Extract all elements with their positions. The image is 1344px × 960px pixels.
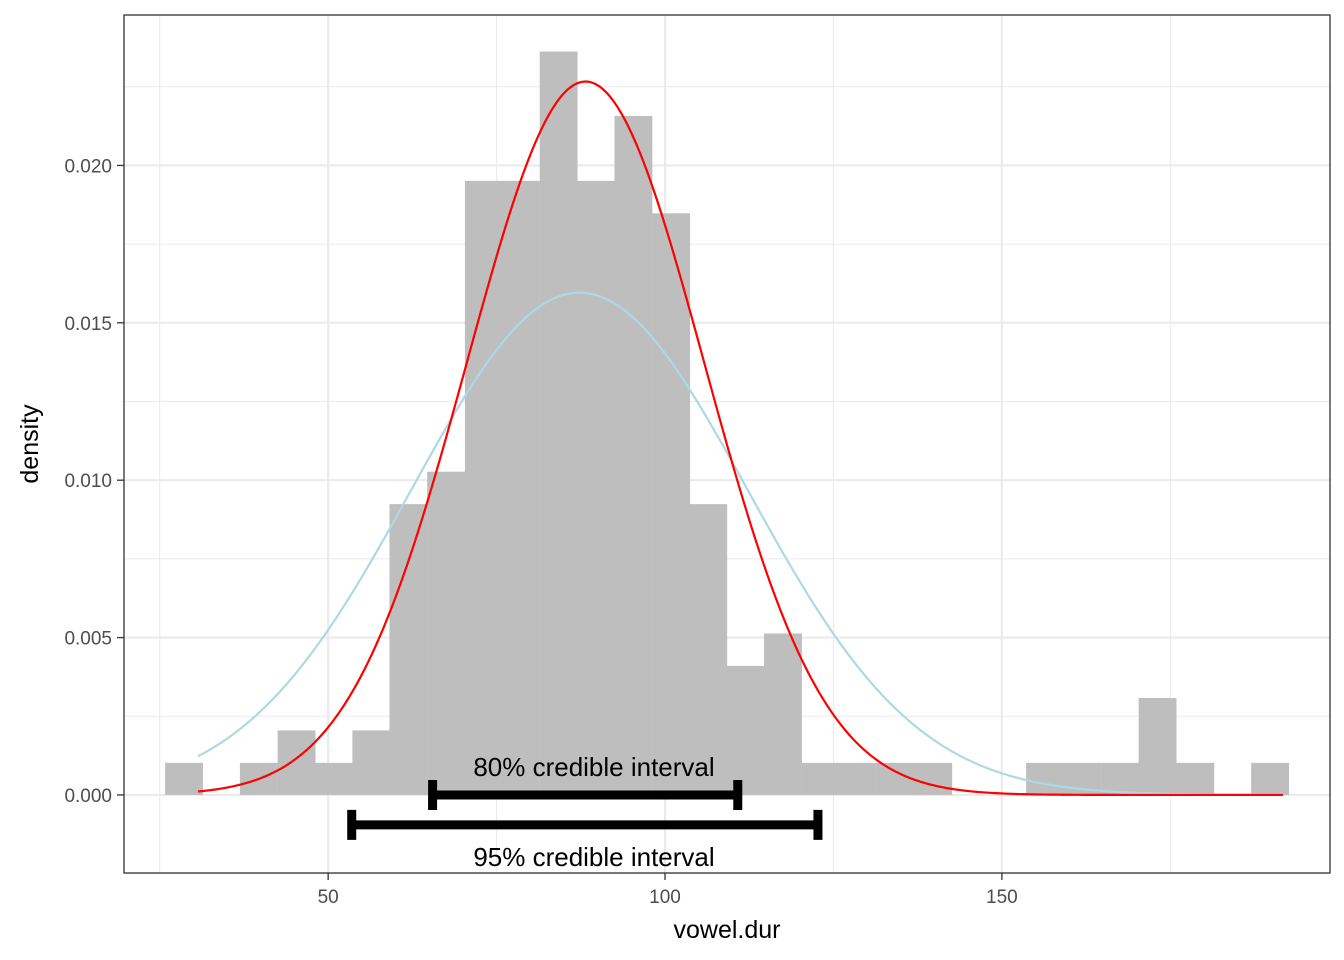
density-curve xyxy=(197,291,1283,796)
histogram-bars xyxy=(165,51,1290,795)
histogram-bar xyxy=(352,730,391,795)
histogram-bar xyxy=(764,633,802,795)
density-curves xyxy=(197,80,1283,797)
histogram-bar xyxy=(576,180,615,795)
y-axis-title: density xyxy=(16,404,44,484)
x-axis-title: vowel.dur xyxy=(674,916,781,944)
histogram-bar xyxy=(838,762,877,795)
y-tick-label: 0.005 xyxy=(64,629,112,650)
credible-intervals: 80% credible interval 95% credible interv… xyxy=(347,752,823,872)
histogram-bar xyxy=(1251,762,1290,795)
histogram-bar xyxy=(539,51,578,795)
y-tick-label: 0.000 xyxy=(64,786,112,807)
density-curve xyxy=(198,80,1283,797)
histogram-bar xyxy=(464,180,503,795)
histogram-bar xyxy=(914,762,953,795)
histogram-bar xyxy=(801,762,840,795)
histogram-bar xyxy=(689,504,728,795)
histogram-bar xyxy=(165,762,203,795)
histogram-bar xyxy=(501,180,540,795)
histogram-bar xyxy=(277,730,316,795)
histogram-bar xyxy=(1176,762,1215,795)
histogram-bar xyxy=(427,471,466,795)
y-axis: 0.000 0.005 0.010 0.015 0.020 xyxy=(64,156,124,807)
histogram-bar xyxy=(876,762,915,795)
x-tick-label: 100 xyxy=(649,887,681,908)
interval-80-label: 80% credible interval xyxy=(473,752,714,782)
histogram-bar xyxy=(389,504,428,795)
histogram-bar xyxy=(1101,762,1140,795)
interval-95-label: 95% credible interval xyxy=(473,842,714,872)
x-tick-label: 50 xyxy=(318,887,339,908)
x-tick-label: 150 xyxy=(986,887,1018,908)
histogram-bar xyxy=(614,116,653,795)
histogram-bar xyxy=(727,665,765,795)
x-axis: 50 100 150 xyxy=(318,873,1018,908)
plot-panel-border xyxy=(123,14,1331,874)
histogram-bar xyxy=(652,213,691,795)
y-tick-label: 0.015 xyxy=(64,314,112,335)
histogram-bar xyxy=(1138,698,1177,795)
y-tick-label: 0.010 xyxy=(64,471,112,492)
histogram-bar xyxy=(1026,762,1065,795)
histogram-bar xyxy=(314,762,353,795)
y-tick-label: 0.020 xyxy=(64,156,112,177)
